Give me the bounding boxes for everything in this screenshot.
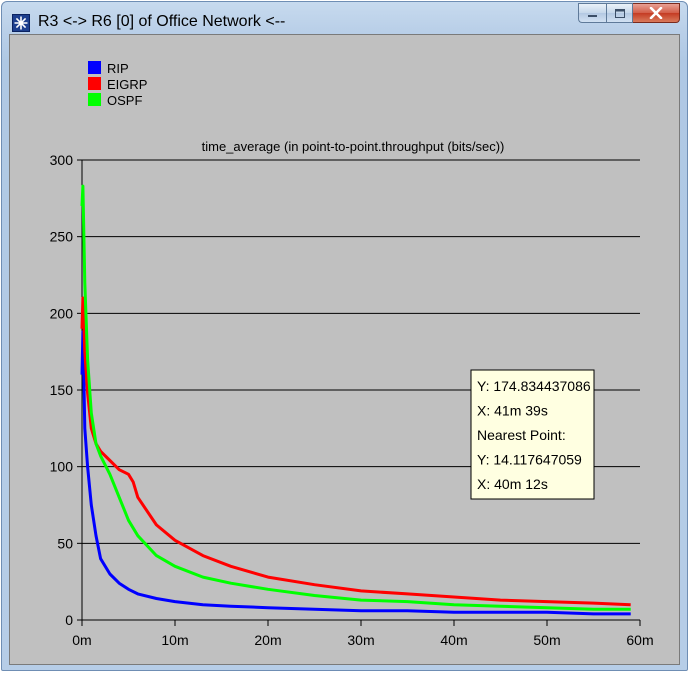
y-axis-ticks: 0 50 100 150 200 250 300 — [50, 152, 82, 628]
chart-title: time_average (in point-to-point.throughp… — [202, 139, 505, 154]
legend-label-ospf: OSPF — [107, 93, 142, 108]
legend-swatch-eigrp — [88, 77, 101, 90]
legend-label-eigrp: EIGRP — [107, 77, 147, 92]
tooltip-box — [470, 369, 595, 500]
tooltip-line: Y: 14.117647059 — [477, 452, 582, 468]
y-tick-label: 300 — [50, 152, 74, 168]
tooltip-line: Y: 174.834437086 — [477, 378, 591, 394]
hover-tooltip: Y: 174.834437086 X: 41m 39s Nearest Point:… — [470, 369, 595, 500]
window-title: R3 <-> R6 [0] of Office Network <-- — [38, 13, 286, 30]
series-line-rip — [80, 330, 631, 616]
legend-swatch-ospf — [88, 93, 101, 106]
maximize-button[interactable] — [606, 3, 633, 23]
star-app-icon[interactable] — [12, 14, 30, 32]
caption-buttons — [578, 3, 680, 25]
minimize-icon — [587, 15, 597, 17]
series-line-ospf — [80, 184, 631, 611]
x-tick-label: 20m — [254, 632, 281, 648]
x-tick-label: 40m — [440, 632, 467, 648]
legend-label-rip: RIP — [107, 61, 129, 76]
series-lines — [80, 184, 631, 616]
close-button[interactable] — [633, 3, 680, 23]
minimize-button[interactable] — [578, 3, 606, 23]
tooltip-line: Nearest Point: — [477, 427, 566, 443]
close-icon — [649, 7, 663, 19]
x-tick-label: 50m — [533, 632, 560, 648]
x-tick-label: 60m — [626, 632, 653, 648]
chart-panel[interactable]: RIP EIGRP OSPF time_average (in point-to-p… — [9, 34, 680, 665]
x-axis-ticks: 0m 10m 20m 30m 40m 50m 60m — [72, 620, 654, 648]
y-tick-label: 0 — [65, 612, 73, 628]
title-bar[interactable]: R3 <-> R6 [0] of Office Network <-- — [2, 2, 687, 42]
tooltip-line: X: 41m 39s — [477, 403, 548, 419]
x-tick-label: 30m — [347, 632, 374, 648]
tooltip-line: X: 40m 12s — [477, 476, 548, 492]
x-tick-label: 0m — [72, 632, 91, 648]
y-tick-label: 150 — [50, 382, 74, 398]
maximize-icon — [614, 8, 625, 18]
y-tick-label: 200 — [50, 305, 74, 321]
x-tick-label: 10m — [161, 632, 188, 648]
grid-lines — [82, 159, 640, 544]
y-tick-label: 50 — [57, 535, 73, 551]
series-line-eigrp — [80, 296, 631, 607]
y-tick-label: 100 — [50, 459, 74, 475]
y-tick-label: 250 — [50, 229, 74, 245]
legend-swatch-rip — [88, 61, 101, 74]
